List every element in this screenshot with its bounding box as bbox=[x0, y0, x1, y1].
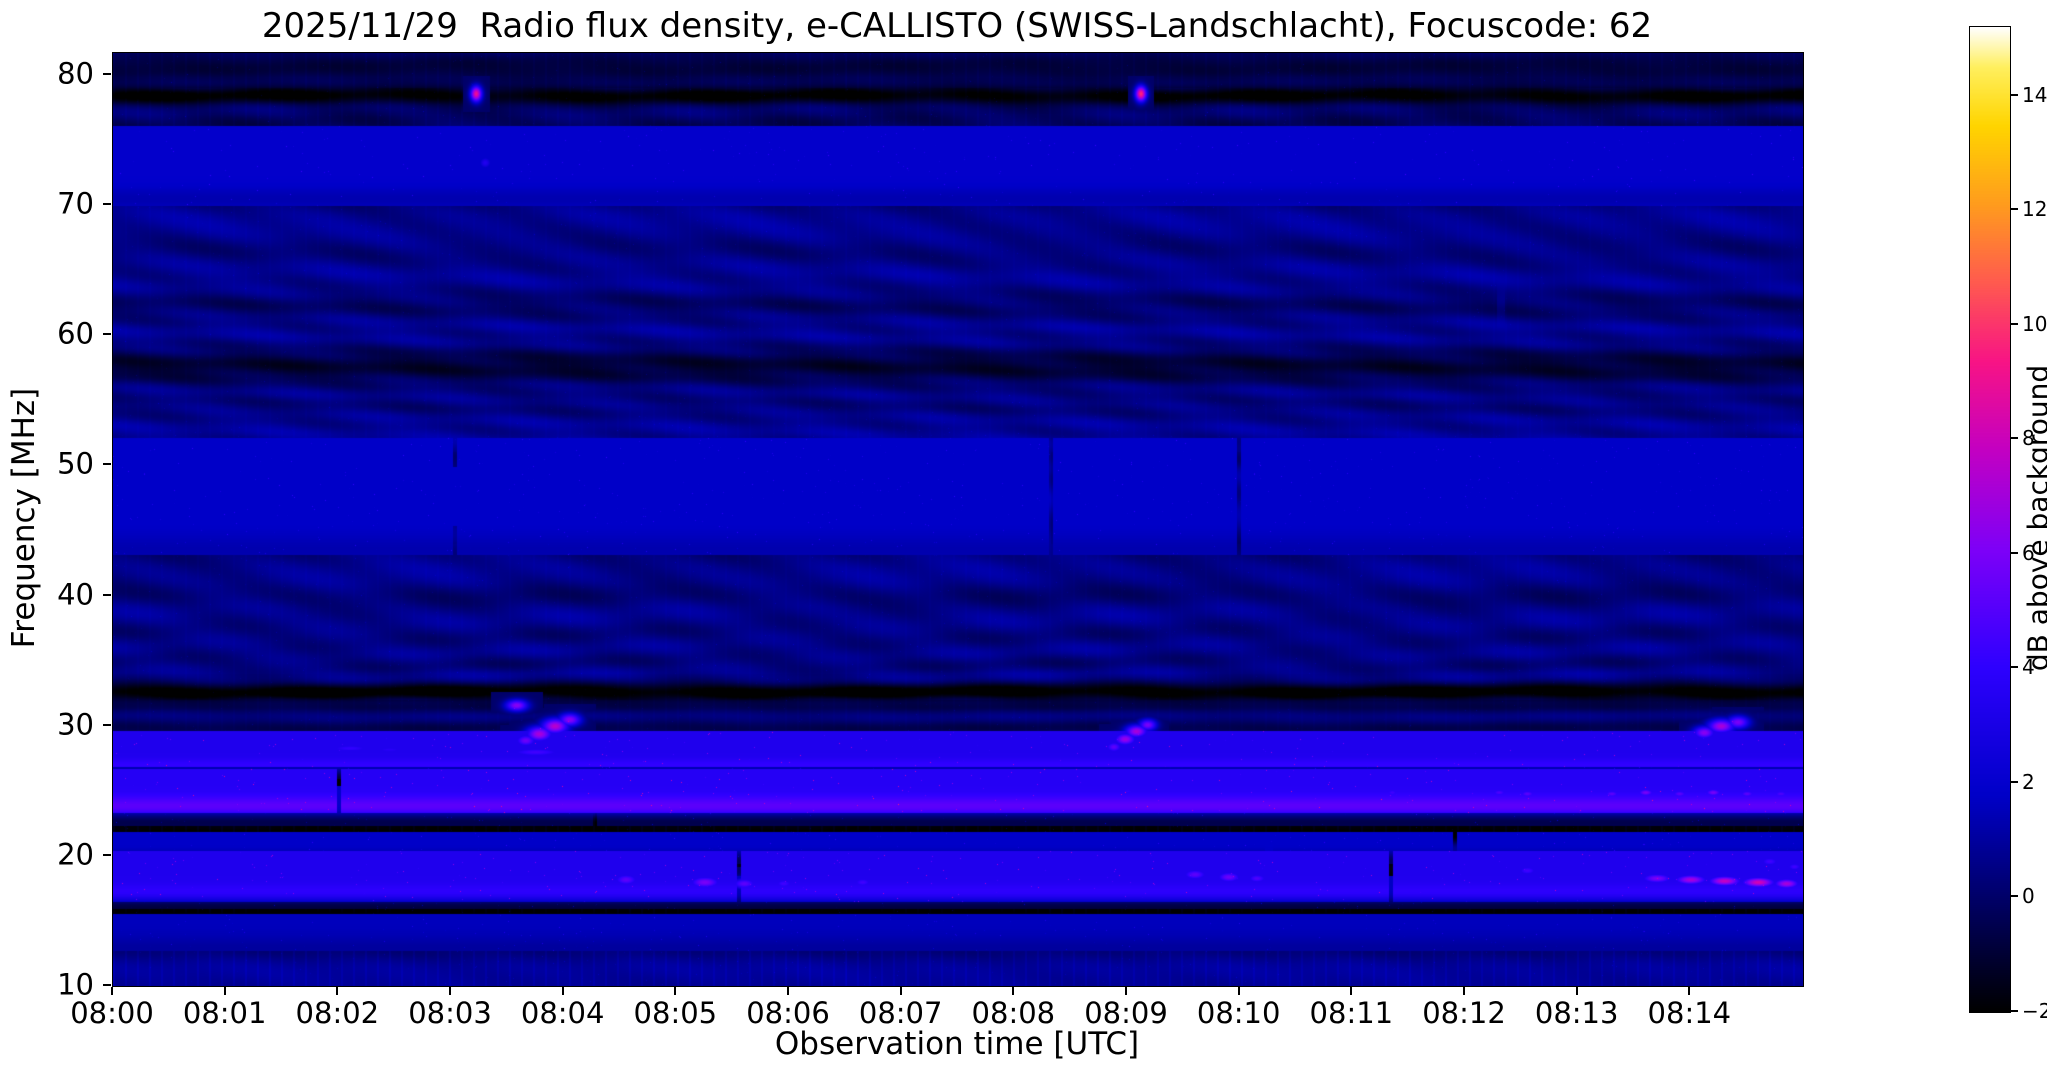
x-tick-label: 08:02 bbox=[295, 996, 380, 1030]
y-tick-label: 80 bbox=[57, 56, 94, 91]
x-tick-mark bbox=[1350, 987, 1353, 995]
colorbar-canvas bbox=[1970, 27, 2010, 1012]
x-axis-label: Observation time [UTC] bbox=[774, 1026, 1140, 1062]
x-tick-label: 08:03 bbox=[408, 996, 492, 1030]
y-tick-label: 20 bbox=[57, 837, 94, 872]
x-tick-label: 08:01 bbox=[182, 996, 267, 1030]
x-tick-mark bbox=[1237, 987, 1240, 995]
y-tick-label: 70 bbox=[57, 186, 94, 221]
x-tick-mark bbox=[1575, 987, 1578, 995]
x-tick-label: 08:06 bbox=[746, 996, 830, 1030]
x-tick-label: 08:08 bbox=[971, 996, 1056, 1030]
y-tick-label: 60 bbox=[57, 316, 94, 351]
y-tick-mark bbox=[103, 723, 111, 726]
colorbar-tick-label: 2 bbox=[2022, 769, 2035, 794]
x-tick-mark bbox=[1688, 987, 1691, 995]
colorbar-tick-label: 6 bbox=[2022, 540, 2035, 565]
x-tick-mark bbox=[336, 987, 339, 995]
colorbar-tick-label: 4 bbox=[2022, 655, 2035, 680]
x-tick-label: 08:04 bbox=[520, 996, 605, 1030]
colorbar-label: dB above background bbox=[2021, 364, 2047, 672]
x-tick-mark bbox=[449, 987, 451, 995]
x-tick-label: 08:09 bbox=[1084, 996, 1168, 1030]
colorbar-tick-label: 14 bbox=[2022, 82, 2047, 107]
colorbar-tick-mark bbox=[2011, 208, 2018, 211]
x-tick-mark bbox=[1012, 987, 1015, 995]
y-tick-mark bbox=[103, 984, 111, 986]
colorbar-tick-mark bbox=[2011, 780, 2018, 783]
colorbar-tick-label: 10 bbox=[2022, 311, 2047, 336]
x-tick-label: 08:13 bbox=[1534, 996, 1619, 1030]
colorbar-tick-mark bbox=[2011, 322, 2018, 325]
x-tick-label: 08:05 bbox=[633, 996, 718, 1030]
x-tick-mark bbox=[223, 987, 226, 995]
x-tick-label: 08:11 bbox=[1309, 996, 1394, 1030]
colorbar-tick-label: 12 bbox=[2022, 197, 2047, 222]
colorbar-tick-mark bbox=[2011, 666, 2018, 669]
spectrogram-canvas bbox=[113, 53, 1803, 986]
x-tick-mark bbox=[674, 987, 677, 995]
colorbar-tick-mark bbox=[2011, 551, 2018, 554]
x-tick-mark bbox=[787, 987, 789, 995]
x-tick-label: 08:12 bbox=[1422, 996, 1506, 1030]
y-tick-label: 10 bbox=[57, 967, 94, 1002]
colorbar-tick-label: 8 bbox=[2022, 426, 2035, 451]
x-tick-label: 08:14 bbox=[1647, 996, 1732, 1030]
y-tick-label: 30 bbox=[57, 707, 94, 742]
colorbar-tick-mark bbox=[2011, 437, 2018, 440]
colorbar-tick-mark bbox=[2011, 895, 2018, 898]
y-tick-mark bbox=[103, 593, 111, 596]
y-tick-label: 50 bbox=[57, 446, 94, 481]
plot-area bbox=[112, 52, 1804, 987]
colorbar-tick-mark bbox=[2011, 1010, 2018, 1012]
x-tick-mark bbox=[1463, 987, 1465, 995]
x-tick-mark bbox=[899, 987, 902, 995]
x-tick-mark bbox=[111, 987, 113, 995]
colorbar bbox=[1969, 26, 2011, 1013]
y-tick-label: 40 bbox=[57, 577, 94, 612]
colorbar-tick-label: 0 bbox=[2022, 884, 2035, 909]
y-axis-label: Frequency [MHz] bbox=[6, 387, 42, 649]
y-tick-mark bbox=[103, 203, 111, 206]
x-tick-label: 08:10 bbox=[1196, 996, 1281, 1030]
colorbar-tick-mark bbox=[2011, 93, 2018, 96]
y-tick-mark bbox=[103, 73, 111, 76]
x-tick-mark bbox=[561, 987, 564, 995]
chart-title: 2025/11/29 Radio flux density, e-CALLIST… bbox=[261, 6, 1653, 46]
x-tick-label: 08:07 bbox=[858, 996, 943, 1030]
x-tick-mark bbox=[1125, 987, 1127, 995]
x-tick-label: 08:00 bbox=[70, 996, 154, 1030]
y-tick-mark bbox=[103, 463, 111, 466]
y-tick-mark bbox=[103, 333, 111, 336]
colorbar-tick-label: −2 bbox=[2022, 999, 2047, 1023]
y-tick-mark bbox=[103, 853, 111, 856]
